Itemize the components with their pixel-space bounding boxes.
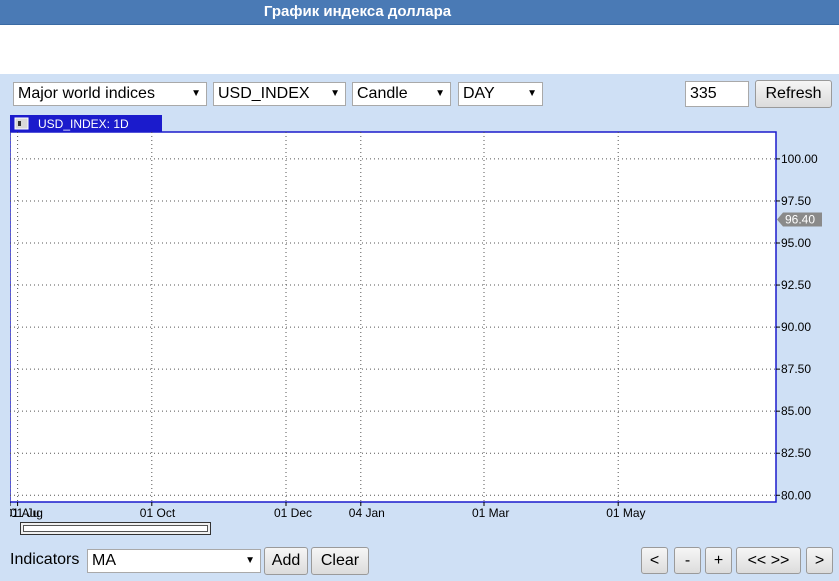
x-tick-label: 01 Ju [10,506,39,520]
chevron-down-icon: ▼ [245,555,255,566]
last-price-label: 96.40 [785,212,815,226]
y-tick-label: 85.00 [781,404,811,418]
y-tick-label: 92.50 [781,278,811,292]
chart-type-select[interactable]: Candle ▼ [352,82,451,106]
y-tick-label: 87.50 [781,362,811,376]
scroll-right-button[interactable]: > [806,547,833,574]
chart-area[interactable]: USD_INDEX: 1D 100.00 97.50 95.00 92.50 90.00… [6,114,838,520]
market-select-value: Major world indices [18,85,155,102]
zoom-in-button[interactable]: + [705,547,732,574]
indicator-select[interactable]: MA ▼ [87,549,261,573]
symbol-select-value: USD_INDEX [218,85,310,102]
refresh-button[interactable]: Refresh [755,80,832,108]
market-select[interactable]: Major world indices ▼ [13,82,207,106]
chevron-down-icon: ▼ [330,88,340,99]
indicators-label: Indicators [10,551,80,568]
chevron-down-icon: ▼ [435,88,445,99]
scroll-left-button[interactable]: < [641,547,668,574]
add-indicator-button[interactable]: Add [264,547,308,575]
x-tick-label: 01 May [606,506,645,520]
y-tick-label: 90.00 [781,320,811,334]
chart-tab-icon [14,117,29,130]
plot-frame [9,131,777,503]
y-tick-label: 80.00 [781,488,811,502]
y-tick-label: 97.50 [781,194,811,208]
x-tick-label: 04 Jan [349,506,385,520]
chevron-down-icon: ▼ [527,88,537,99]
fit-all-button[interactable]: << >> [736,547,801,574]
header-bar: График индекса доллара [0,0,839,25]
bar-count-input[interactable]: 335 [685,81,749,107]
chart-tab-label: USD_INDEX: 1D [38,117,129,131]
period-select[interactable]: DAY ▼ [458,82,543,106]
chart-type-select-value: Candle [357,85,408,102]
last-price-marker [777,212,822,227]
y-tick-label: 95.00 [781,236,811,250]
period-select-value: DAY [463,85,495,102]
y-tick-label: 100.00 [781,152,818,166]
x-tick-label: 01 Aug [10,506,43,520]
candlestick-chart[interactable]: USD_INDEX: 1D 100.00 97.50 95.00 92.50 90.00… [6,114,838,520]
chart-tab[interactable] [10,115,162,132]
y-tick-label: 82.50 [781,446,811,460]
chart-scrollbar[interactable] [20,522,211,535]
x-tick-label: 01 Dec [274,506,312,520]
clear-indicators-button[interactable]: Clear [311,547,369,575]
x-tick-label: 01 Mar [472,506,509,520]
x-tick-label: 01 Oct [140,506,176,520]
scrollbar-thumb[interactable] [23,525,208,532]
indicator-select-value: MA [92,552,116,569]
zoom-out-button[interactable]: - [674,547,701,574]
page-title: График индекса доллара [263,3,452,20]
symbol-select[interactable]: USD_INDEX ▼ [213,82,346,106]
chart-tab-icon-mark [18,121,21,126]
chevron-down-icon: ▼ [191,88,201,99]
